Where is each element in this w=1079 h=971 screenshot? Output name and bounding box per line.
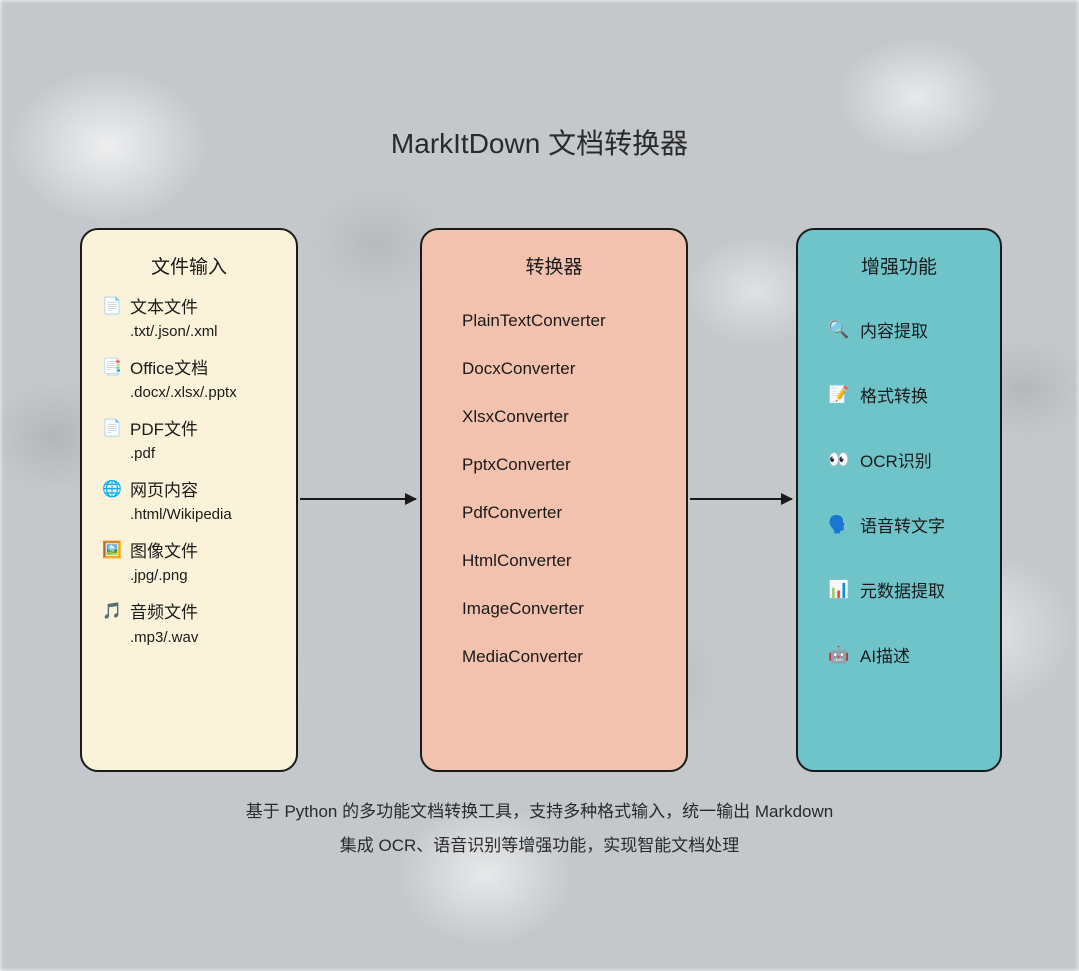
enhancement-label: 元数据提取: [860, 577, 945, 602]
enhancement-icon: 🗣️: [828, 515, 850, 535]
input-label: Office文档: [130, 358, 237, 380]
converter-item: ImageConverter: [442, 585, 666, 633]
enhancement-item: 👀 OCR识别: [818, 427, 980, 492]
input-item: 📄 文本文件 .txt/.json/.xml: [102, 297, 276, 340]
input-item: 🌐 网页内容 .html/Wikipedia: [102, 480, 276, 523]
enhancement-icon: 🔍: [828, 320, 850, 340]
enhancement-label: OCR识别: [860, 447, 932, 472]
card-file-inputs: 文件输入 📄 文本文件 .txt/.json/.xml 📑 Office文档 .docx/…: [80, 228, 298, 772]
input-item: 📑 Office文档 .docx/.xlsx/.pptx: [102, 358, 276, 401]
input-extensions: .pdf: [130, 445, 198, 462]
input-text-group: 图像文件 .jpg/.png: [130, 541, 198, 584]
footer-line-1: 基于 Python 的多功能文档转换工具，支持多种格式输入，统一输出 Markd…: [0, 795, 1079, 829]
input-label: PDF文件: [130, 419, 198, 441]
enhancement-icon: 📊: [828, 580, 850, 600]
converter-item: DocxConverter: [442, 345, 666, 393]
enhancement-label: 内容提取: [860, 317, 928, 342]
converter-item: PptxConverter: [442, 441, 666, 489]
enhancement-icon: 🤖: [828, 645, 850, 665]
enhancement-item: 🤖 AI描述: [818, 622, 980, 687]
converter-item: PlainTextConverter: [442, 297, 666, 345]
enhancement-item: 🗣️ 语音转文字: [818, 492, 980, 557]
footer-description: 基于 Python 的多功能文档转换工具，支持多种格式输入，统一输出 Markd…: [0, 795, 1079, 863]
input-text-group: PDF文件 .pdf: [130, 419, 198, 462]
card-enhancements: 增强功能 🔍 内容提取 📝 格式转换 👀 OCR识别 🗣️ 语音转文字 📊 元数据提取 🤖 AI描述: [796, 228, 1002, 772]
input-extensions: .mp3/.wav: [130, 629, 198, 646]
input-label: 网页内容: [130, 480, 232, 502]
card-converters: 转换器 PlainTextConverterDocxConverterXlsxC…: [420, 228, 688, 772]
input-label: 音频文件: [130, 602, 198, 624]
file-type-icon: 🎵: [102, 602, 122, 622]
file-type-icon: 📄: [102, 297, 122, 317]
card-title-converters: 转换器: [442, 252, 666, 279]
file-type-icon: 🖼️: [102, 541, 122, 561]
enhancement-label: AI描述: [860, 642, 910, 667]
diagram-container: MarkItDown 文档转换器 文件输入 📄 文本文件 .txt/.json/.x…: [0, 0, 1079, 971]
enhancement-label: 语音转文字: [860, 512, 945, 537]
input-text-group: 音频文件 .mp3/.wav: [130, 602, 198, 645]
input-extensions: .txt/.json/.xml: [130, 323, 218, 340]
input-text-group: Office文档 .docx/.xlsx/.pptx: [130, 358, 237, 401]
converter-item: XlsxConverter: [442, 393, 666, 441]
file-type-icon: 📄: [102, 419, 122, 439]
card-title-inputs: 文件输入: [102, 252, 276, 279]
input-text-group: 文本文件 .txt/.json/.xml: [130, 297, 218, 340]
file-type-icon: 📑: [102, 358, 122, 378]
enhancement-item: 🔍 内容提取: [818, 297, 980, 362]
input-extensions: .docx/.xlsx/.pptx: [130, 384, 237, 401]
enhancement-icon: 👀: [828, 450, 850, 470]
arrow-inputs-to-converters: [300, 498, 416, 500]
converter-item: HtmlConverter: [442, 537, 666, 585]
enhancement-icon: 📝: [828, 385, 850, 405]
enhancement-item: 📊 元数据提取: [818, 557, 980, 622]
input-text-group: 网页内容 .html/Wikipedia: [130, 480, 232, 523]
footer-line-2: 集成 OCR、语音识别等增强功能，实现智能文档处理: [0, 829, 1079, 863]
input-label: 文本文件: [130, 297, 218, 319]
input-item: 🖼️ 图像文件 .jpg/.png: [102, 541, 276, 584]
enhancement-item: 📝 格式转换: [818, 362, 980, 427]
input-item: 🎵 音频文件 .mp3/.wav: [102, 602, 276, 645]
page-title: MarkItDown 文档转换器: [0, 122, 1079, 162]
card-title-enhancements: 增强功能: [818, 252, 980, 279]
enhancement-label: 格式转换: [860, 382, 928, 407]
input-extensions: .html/Wikipedia: [130, 506, 232, 523]
converter-item: MediaConverter: [442, 633, 666, 681]
arrow-converters-to-enhancements: [690, 498, 792, 500]
input-label: 图像文件: [130, 541, 198, 563]
input-extensions: .jpg/.png: [130, 567, 198, 584]
input-item: 📄 PDF文件 .pdf: [102, 419, 276, 462]
file-type-icon: 🌐: [102, 480, 122, 500]
converter-item: PdfConverter: [442, 489, 666, 537]
